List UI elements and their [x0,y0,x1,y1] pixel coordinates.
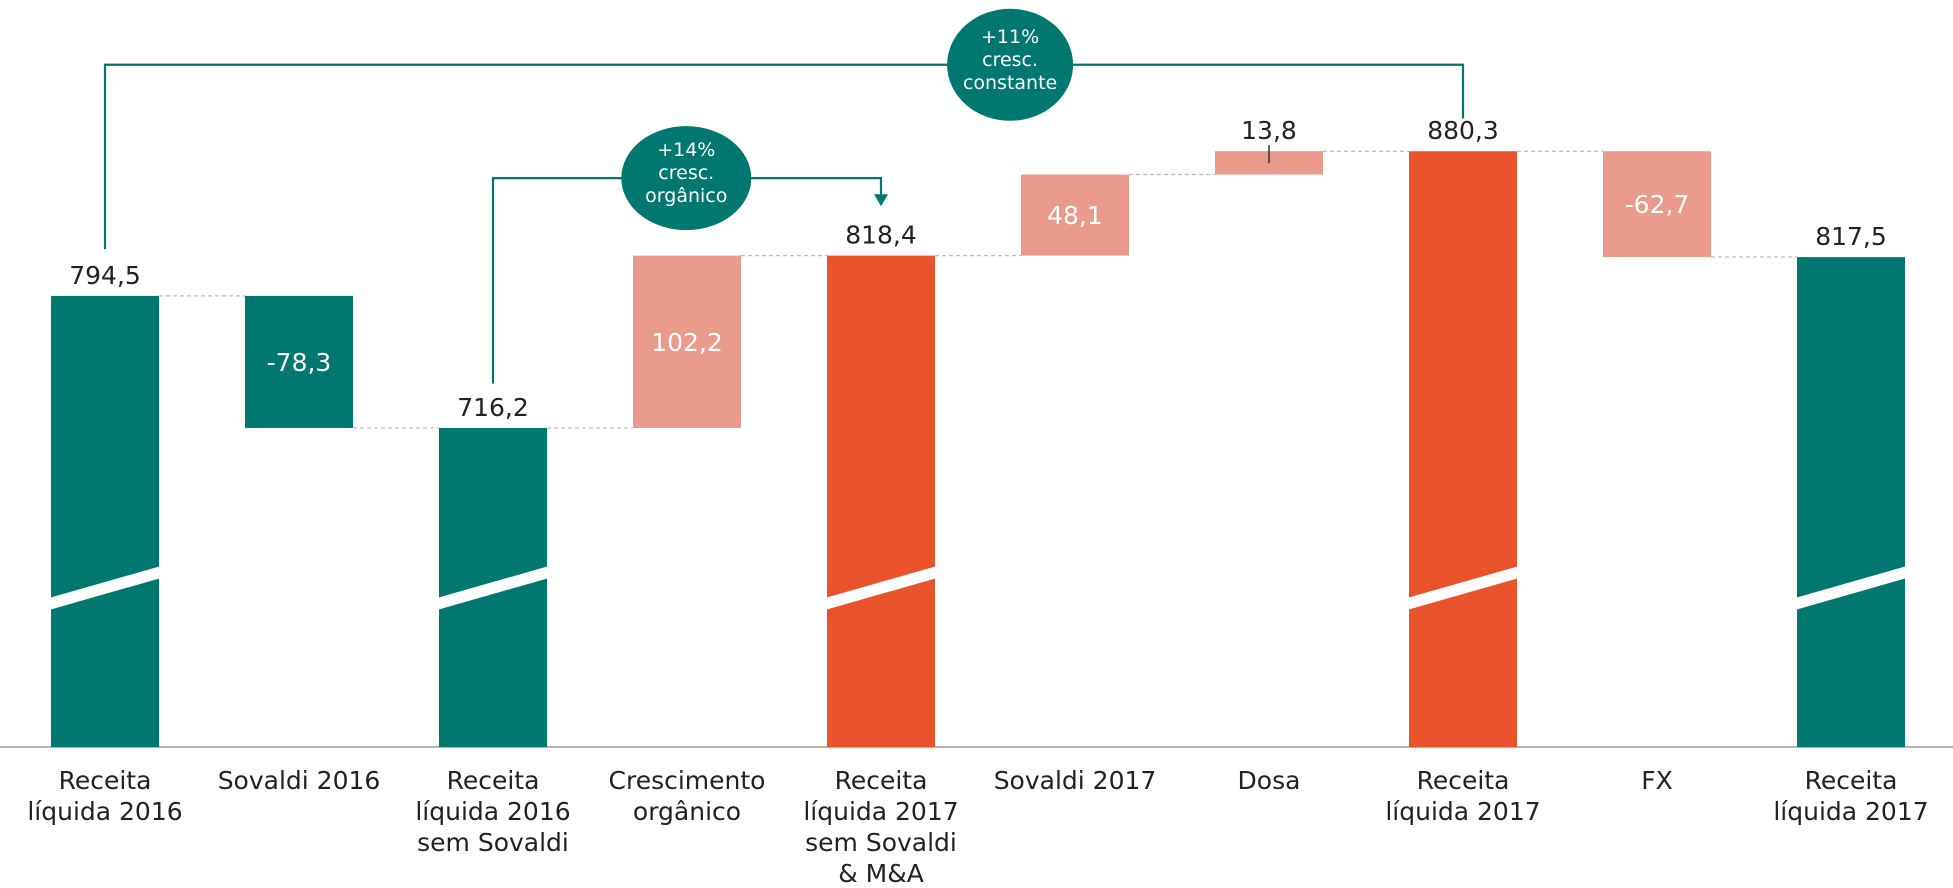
value-label: 716,2 [457,393,529,422]
axis-break [1407,566,1519,610]
annotation: +14% cresc. orgânico [645,139,727,207]
value-label: 880,3 [1427,116,1499,145]
x-tick-label: Crescimento orgânico [609,766,766,826]
axis-break [825,566,937,610]
value-label: 817,5 [1815,222,1887,251]
value-label: 13,8 [1241,116,1297,145]
bar [51,295,159,747]
axis-break [437,566,549,610]
x-tick-label: Sovaldi 2016 [218,766,381,795]
value-label: -62,7 [1625,190,1690,219]
axis-break [1795,566,1907,610]
x-tick-label: Receita líquida 2016 sem Sovaldi [415,766,570,857]
x-tick-label: Receita líquida 2017 sem Sovaldi & M&A [803,766,958,888]
bar [1603,151,1711,257]
value-label: 794,5 [69,261,141,290]
arrow-head [874,194,888,207]
axis-break [49,566,161,610]
x-tick-label: FX [1641,766,1673,795]
x-tick-label: Sovaldi 2017 [994,766,1157,795]
x-tick-label: Receita líquida 2017 [1773,766,1928,826]
annotation: +11% cresc. constante [963,26,1057,94]
annotation-badge [621,126,752,231]
value-label: 48,1 [1047,201,1103,230]
bar [1797,257,1905,747]
bar [1409,151,1517,747]
bar [1021,174,1129,256]
x-tick-label: Receita líquida 2017 [1385,766,1540,826]
bar [633,255,741,428]
value-label: 818,4 [845,221,917,250]
x-tick-label: Receita líquida 2016 [27,766,182,826]
bracket [103,63,1465,250]
value-label: 102,2 [651,328,723,357]
bar [245,295,353,428]
annotation-badge [947,8,1074,121]
bar [827,255,935,747]
x-tick-label: Dosa [1238,766,1301,795]
value-label: -78,3 [267,348,332,377]
